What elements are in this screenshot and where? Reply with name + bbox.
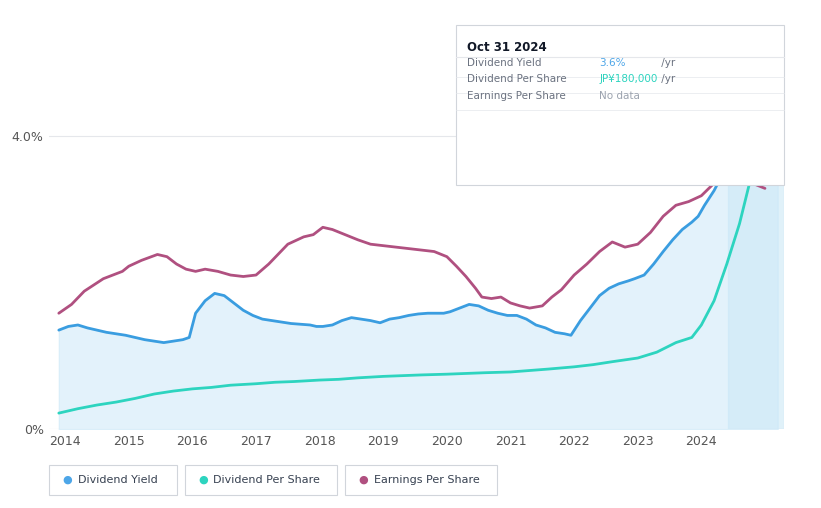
Text: Dividend Per Share: Dividend Per Share: [213, 475, 320, 485]
Text: JP¥180,000: JP¥180,000: [599, 74, 658, 84]
Text: ●: ●: [358, 475, 368, 485]
Text: Earnings Per Share: Earnings Per Share: [374, 475, 479, 485]
Text: Past: Past: [732, 132, 755, 142]
Text: Earnings Per Share: Earnings Per Share: [467, 90, 566, 101]
Text: /yr: /yr: [658, 74, 676, 84]
Text: ●: ●: [62, 475, 72, 485]
Text: 3.6%: 3.6%: [599, 58, 626, 68]
Text: ●: ●: [198, 475, 208, 485]
Text: Dividend Yield: Dividend Yield: [78, 475, 158, 485]
Text: Dividend Yield: Dividend Yield: [467, 58, 542, 68]
Text: Dividend Per Share: Dividend Per Share: [467, 74, 566, 84]
Text: /yr: /yr: [658, 58, 676, 68]
Bar: [728, 91, 784, 429]
Text: Oct 31 2024: Oct 31 2024: [467, 41, 547, 54]
Text: No data: No data: [599, 90, 640, 101]
